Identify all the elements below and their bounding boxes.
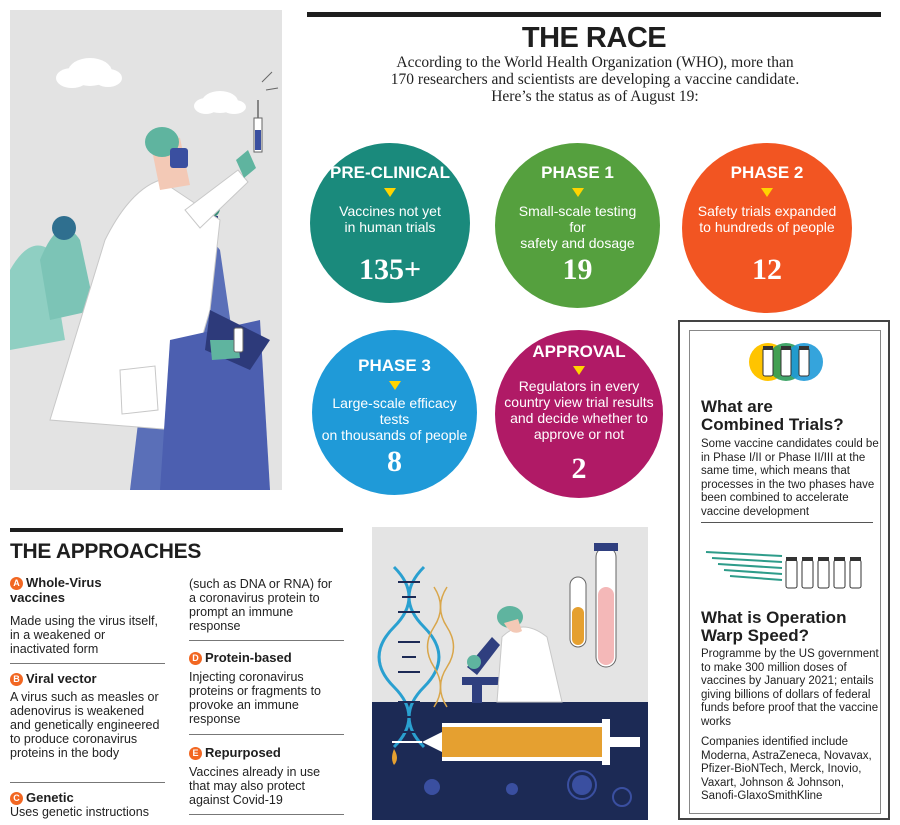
approach-c-heading: C Genetic bbox=[10, 790, 170, 805]
lab-illustration bbox=[372, 527, 648, 820]
approach-a-text: Made using the virus itself, in a weaken… bbox=[10, 614, 158, 656]
approach-separator bbox=[189, 640, 344, 641]
approach-b-heading: B Viral vector bbox=[10, 671, 170, 686]
scientists-illustration bbox=[10, 10, 282, 490]
letter-badge: D bbox=[189, 652, 202, 665]
approaches-title: THE APPROACHES bbox=[10, 540, 202, 563]
stage-count: 135+ bbox=[358, 253, 422, 286]
letter-badge: E bbox=[189, 747, 202, 760]
approach-a-heading: A Whole-Virus vaccines bbox=[10, 575, 102, 605]
approach-separator bbox=[189, 734, 344, 735]
approach-d-heading: D Protein-based bbox=[189, 650, 349, 665]
approach-c-text: Uses genetic instructions bbox=[10, 805, 149, 819]
stage-approval: APPROVAL Regulators in every country view… bbox=[495, 330, 663, 498]
race-title: THE RACE bbox=[521, 22, 667, 54]
approach-separator bbox=[189, 814, 344, 815]
sidebar-inner-border bbox=[689, 330, 881, 814]
stage-phase-3: PHASE 3 Large-scale efficacy tests on tho… bbox=[312, 330, 477, 495]
sidebar-divider bbox=[701, 522, 873, 523]
stage-count: 12 bbox=[752, 253, 782, 286]
stage-count: 2 bbox=[571, 452, 587, 485]
arrow-down-icon bbox=[761, 188, 773, 197]
arrow-down-icon bbox=[571, 188, 584, 197]
race-top-rule bbox=[307, 12, 881, 17]
stage-count: 19 bbox=[562, 253, 593, 286]
approaches-top-rule bbox=[10, 528, 343, 532]
combined-trials-heading: What are Combined Trials? bbox=[701, 397, 844, 434]
warp-speed-text: Programme by the US government to make 3… bbox=[701, 648, 879, 728]
approach-c-continued-text: (such as DNA or RNA) for a coronavirus p… bbox=[189, 577, 333, 633]
letter-badge: B bbox=[10, 673, 23, 686]
race-intro: According to the World Health Organizati… bbox=[390, 54, 800, 105]
stage-phase-1: PHASE 1 Small-scale testing for safety an… bbox=[495, 143, 660, 308]
letter-badge: C bbox=[10, 792, 23, 805]
letter-badge: A bbox=[10, 577, 23, 590]
arrow-down-icon bbox=[388, 381, 401, 390]
stage-pre-clinical: PRE-CLINICAL Vaccines not yet in human tr… bbox=[310, 143, 470, 303]
combined-trials-text: Some vaccine candidates could be in Phas… bbox=[701, 438, 879, 518]
approach-e-heading: E Repurposed bbox=[189, 745, 349, 760]
warp-speed-vials-icon bbox=[705, 551, 862, 589]
approach-d-text: Injecting coronavirus proteins or fragme… bbox=[189, 670, 322, 726]
companies-text: Companies identified include Moderna, As… bbox=[701, 736, 872, 802]
approach-e-text: Vaccines already in use that may also pr… bbox=[189, 765, 321, 807]
vials-icon bbox=[749, 343, 823, 381]
arrow-down-icon bbox=[573, 366, 585, 375]
approach-b-text: A virus such as measles or adenovirus is… bbox=[10, 690, 160, 760]
arrow-down-icon bbox=[384, 188, 396, 197]
stage-count: 8 bbox=[387, 445, 402, 478]
stage-phase-2: PHASE 2 Safety trials expanded to hundred… bbox=[682, 143, 852, 313]
approach-separator bbox=[10, 782, 165, 783]
warp-speed-heading: What is Operation Warp Speed? bbox=[701, 608, 847, 645]
sidebar-outer-border bbox=[678, 320, 890, 820]
approach-separator bbox=[10, 663, 165, 664]
